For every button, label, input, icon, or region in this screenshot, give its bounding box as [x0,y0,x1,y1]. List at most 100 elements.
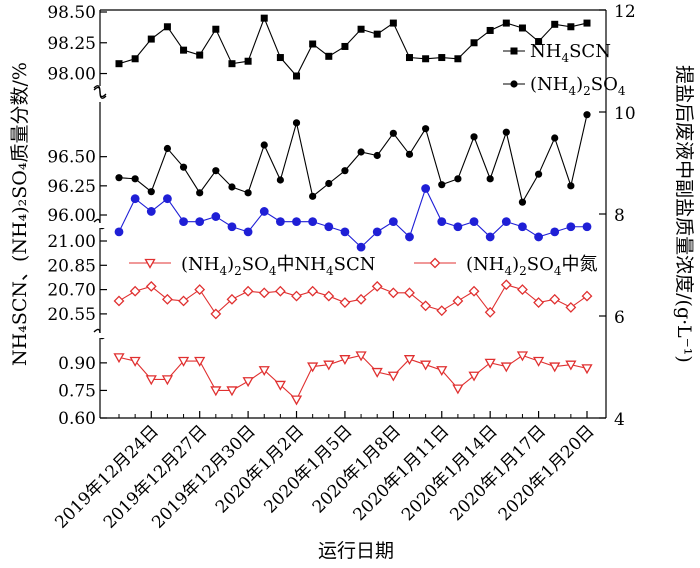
data-point [533,297,545,308]
series-4 [113,351,593,406]
legend-text-part: SO [242,254,269,275]
data-point [212,167,220,175]
data-point [566,222,576,232]
data-point [242,377,254,388]
axis-break-gap [92,333,108,338]
data-point [565,360,577,371]
data-point [567,182,575,190]
data-point [502,19,510,27]
axis-break-mark [93,85,107,99]
left-tick-label: 0.60 [58,409,96,429]
data-point [309,192,317,200]
legend-subscript: 4 [269,264,277,278]
data-point [180,46,188,54]
data-point [275,217,285,227]
left-tick-label: 98.50 [47,3,96,23]
data-point [535,38,543,46]
data-point [145,375,157,386]
axis-break-gap [92,223,108,228]
legend-text-part: NH [530,41,561,62]
data-point [567,23,575,31]
data-point [145,280,157,292]
data-point [146,207,156,216]
data-point [115,174,123,182]
data-point [242,285,254,297]
data-point [468,285,480,297]
data-point [292,217,301,227]
data-point [147,35,155,43]
left-tick-label: 20.85 [47,256,96,276]
data-point [244,57,252,65]
series-0 [115,14,591,80]
data-point [388,217,398,227]
data-point [196,189,204,197]
data-point [549,293,561,305]
data-point [196,51,204,59]
data-point [210,308,222,320]
left-tick-label: 20.70 [47,281,96,301]
data-point [276,54,284,62]
legend-marker [144,258,156,269]
data-point [179,163,188,171]
data-point [131,55,139,63]
data-point [325,52,333,60]
right-tick-label: 12 [614,2,636,22]
legend-subscript: 4 [561,51,569,65]
legend-text-part: (NH [530,74,568,95]
legend-marker [429,257,441,269]
data-point [485,232,495,242]
data-point [468,371,480,382]
legend-text-part: SO [591,74,618,95]
data-point [581,290,593,302]
data-point [420,360,432,371]
data-point [371,367,383,378]
legend-subscript: 4 [568,84,576,98]
legend-label-nh4scn: NH4SCN [530,41,611,65]
legend-subscript: 4 [554,264,562,278]
data-point [211,212,221,221]
data-point [260,14,268,22]
data-point [258,366,270,377]
data-point [130,194,140,204]
data-point [550,227,560,237]
data-point [243,227,253,237]
data-point [403,355,416,366]
legend-text-part: 中NH [277,254,326,275]
series-layer [113,14,593,406]
y-axis-label-right: 提盐后废液中副盐质量浓度/(g·L⁻¹) [673,65,695,363]
legend-text-part: SCN [569,41,611,62]
data-point [178,295,189,307]
data-point [583,111,591,119]
data-point [226,386,238,397]
data-point [422,55,430,63]
data-point [309,40,317,48]
legend-text-part: 中氮 [562,254,598,275]
data-point [355,293,367,305]
series-line [118,284,588,315]
legend-subscript: 4 [326,264,334,278]
legend-text-part: (NH [466,254,504,275]
data-point [325,179,333,188]
data-point [582,222,592,232]
data-point [404,287,415,299]
series-1 [115,111,591,206]
data-point [470,133,478,141]
data-point [113,353,125,364]
legend-marker [510,80,518,88]
data-point [259,207,269,216]
data-point [387,287,399,299]
data-point [437,217,447,227]
y-axis-label-left: NH₄SCN、(NH₄)₂SO₄质量分数/% [9,62,31,366]
legend-text-part: SCN [334,254,376,275]
data-point [114,227,124,237]
data-point [355,351,367,362]
data-point [422,125,430,133]
data-point [276,176,284,184]
data-point [307,285,319,297]
legend-subscript: 4 [618,84,626,98]
data-point [516,351,529,362]
data-point [341,42,349,50]
data-point [323,360,335,371]
legend-text-part: SO [527,254,554,275]
